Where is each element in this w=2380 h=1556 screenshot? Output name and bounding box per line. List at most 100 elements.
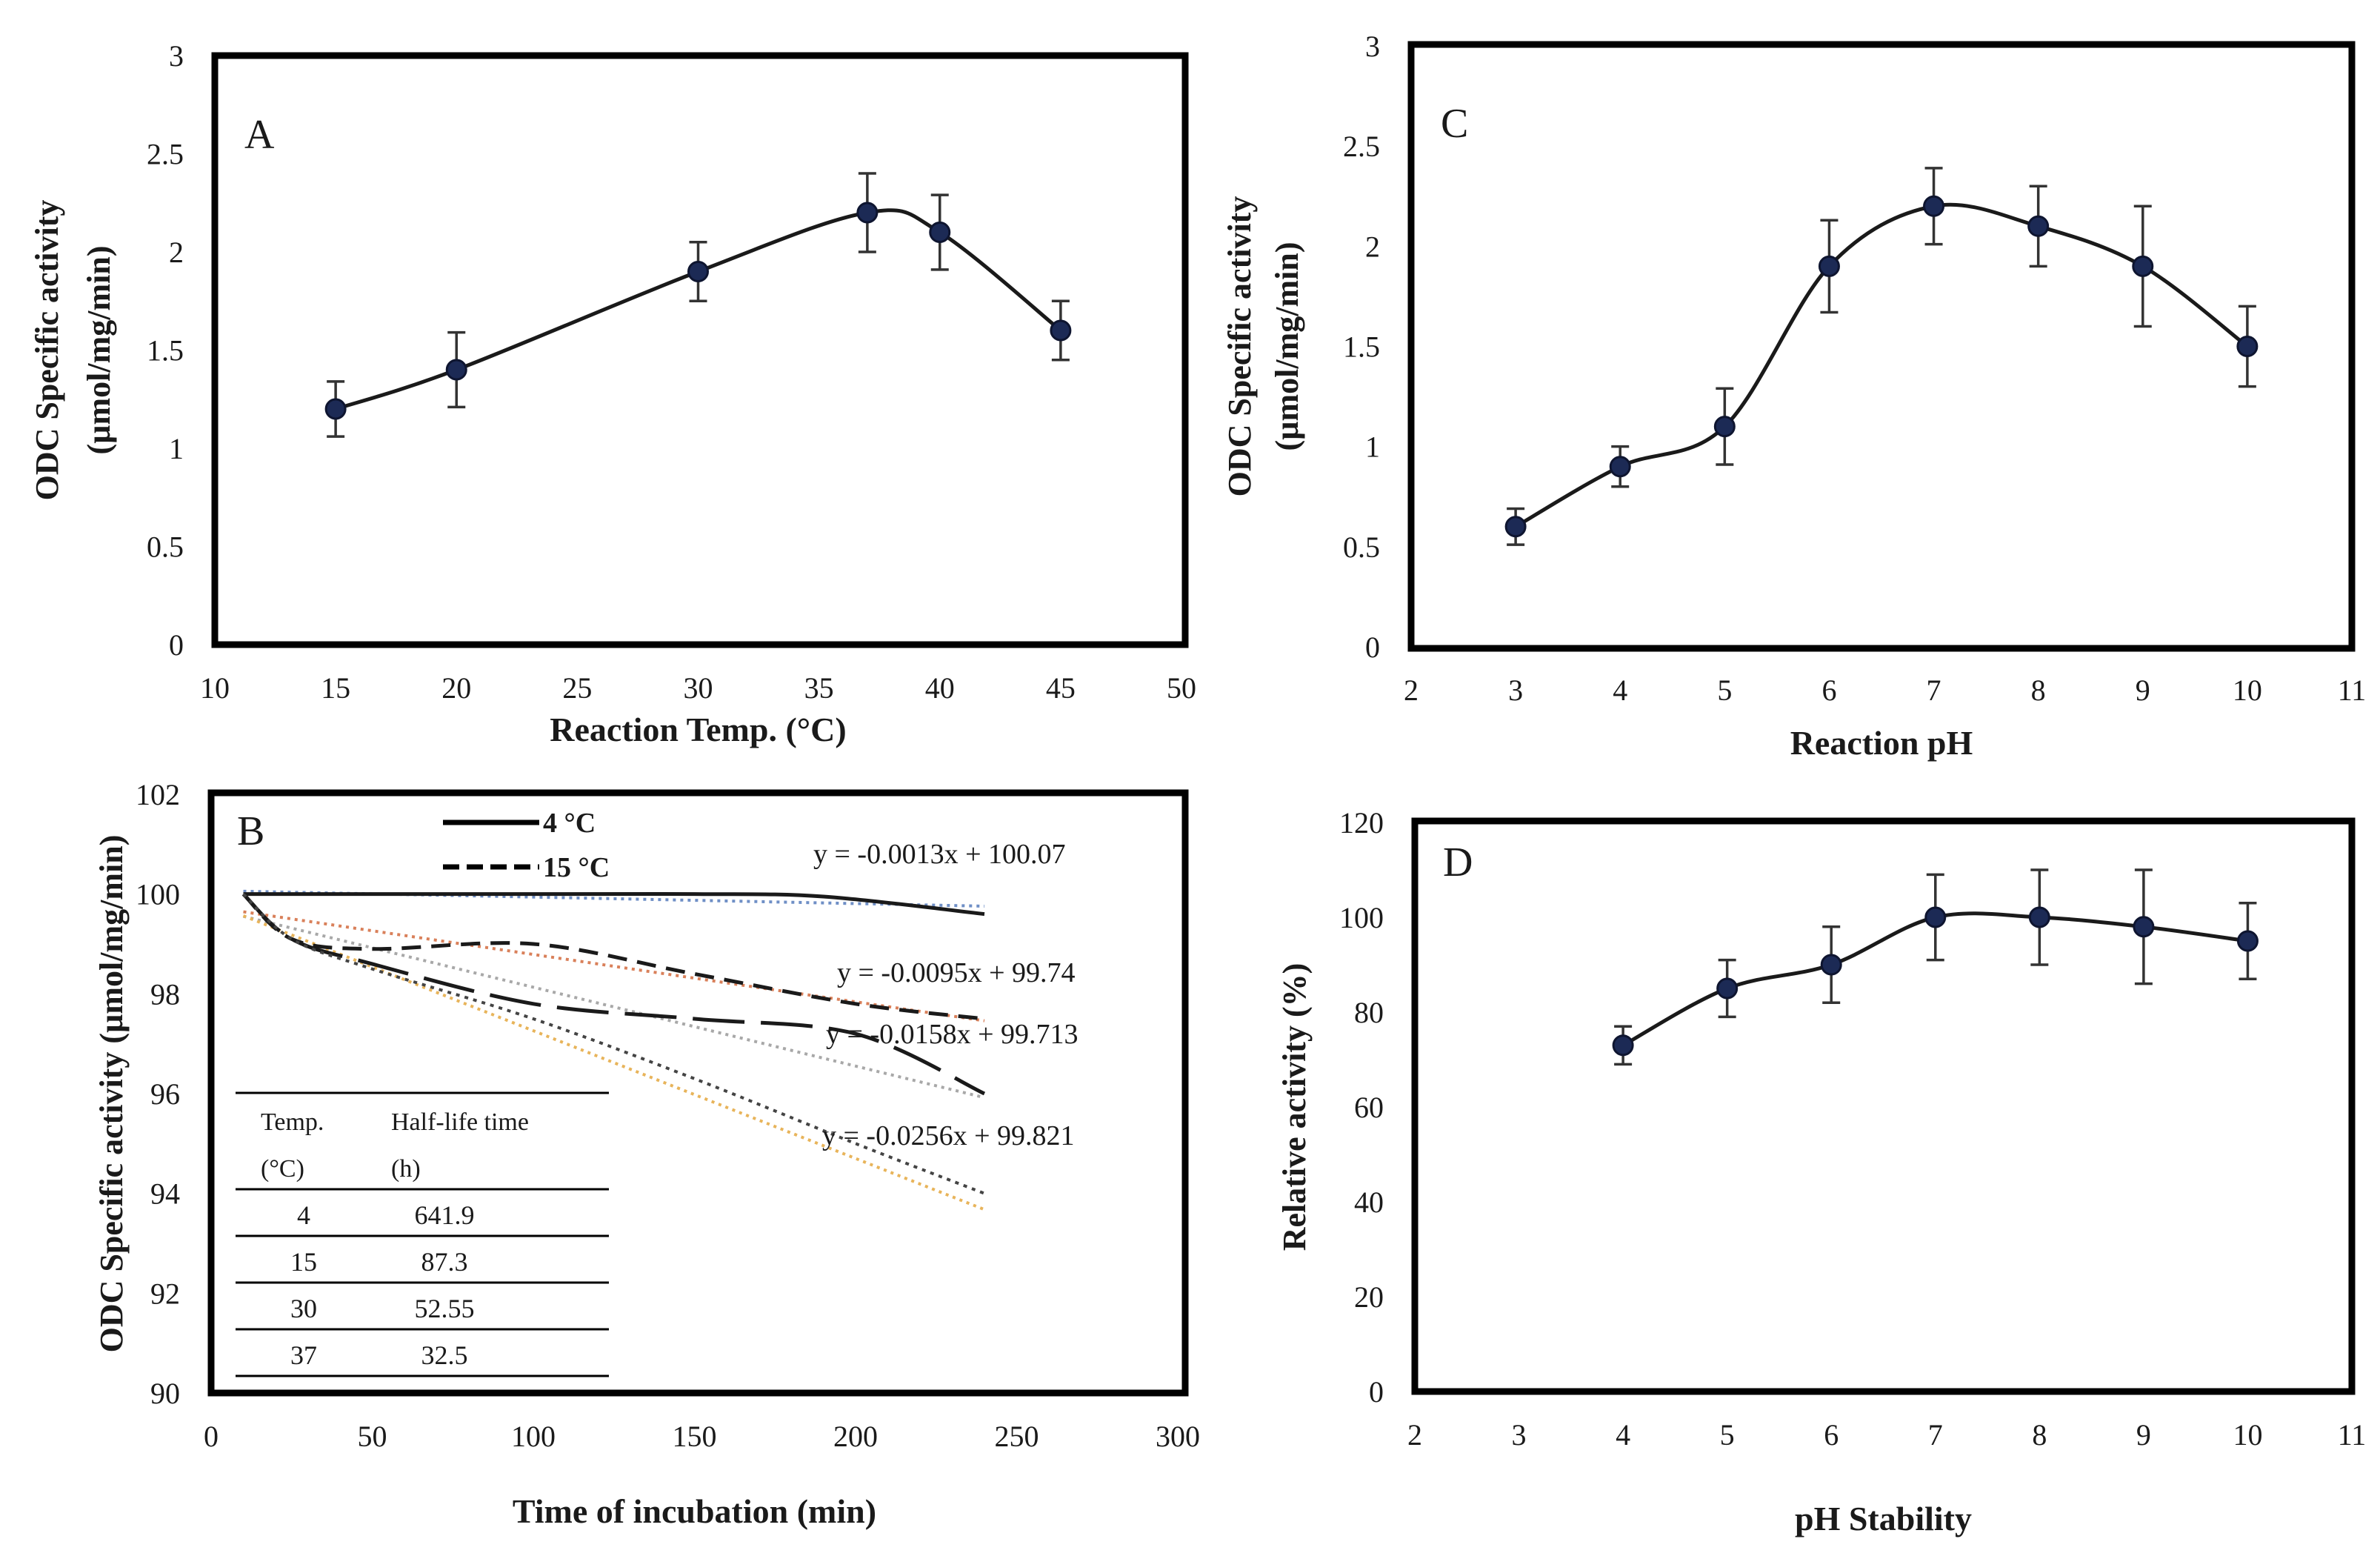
- x-axis-label: Time of incubation (min): [513, 1492, 876, 1530]
- legend-label: 4 °C: [543, 808, 596, 839]
- x-tick-label: 8: [2032, 1418, 2047, 1452]
- legend-label: 15 °C: [543, 852, 610, 883]
- table-header: Temp.: [261, 1108, 324, 1136]
- x-axis-label: Reaction pH: [1790, 724, 1973, 762]
- x-tick-label: 2: [1404, 674, 1419, 707]
- x-tick-label: 9: [2136, 1418, 2151, 1452]
- trendline: [243, 910, 985, 1023]
- x-tick-label: 0: [204, 1420, 219, 1453]
- x-tick-label: 3: [1508, 674, 1523, 707]
- y-tick-label: 2.5: [147, 138, 184, 171]
- y-tick-label: 1.5: [1343, 330, 1380, 364]
- trendline-equation: y = -0.0158x + 99.713: [826, 1019, 1079, 1050]
- y-tick-label: 0.5: [1343, 531, 1380, 564]
- data-point: [1818, 255, 1840, 277]
- data-point: [1716, 977, 1739, 1000]
- x-tick-label: 3: [1512, 1418, 1527, 1452]
- table-cell: 641.9: [415, 1200, 475, 1230]
- panel-B: 0 50 100 150 200 250 300 90 92 94 96 98 100 102 B Time …: [93, 778, 1200, 1530]
- y-tick-label: 1.5: [147, 334, 184, 368]
- y-tick-label: 60: [1354, 1091, 1384, 1124]
- half-life-table: Temp. (°C) Half-life time (h) 4 641.9 15 87.3 30…: [236, 1091, 609, 1377]
- y-tick-label: 20: [1354, 1280, 1384, 1314]
- x-tick-label: 40: [925, 671, 955, 705]
- y-tick-label: 2.5: [1343, 130, 1380, 163]
- table-cell: 37: [290, 1340, 317, 1370]
- data-point: [1612, 1034, 1634, 1057]
- x-tick-label: 30: [684, 671, 713, 705]
- table-cell: 4: [297, 1200, 310, 1230]
- data-point: [929, 222, 951, 243]
- x-tick-label: 4: [1616, 1418, 1630, 1452]
- trendline-equation: y = -0.0095x + 99.74: [837, 957, 1076, 988]
- data-point: [1820, 954, 1842, 976]
- data-point: [2236, 336, 2259, 357]
- y-tick-label: 98: [150, 977, 180, 1011]
- panel-D: 2 3 4 5 6 7 8 9 10 11 0 20 40 60 80 100 120 DpH Stability…: [1276, 806, 2366, 1537]
- panel-letter: C: [1441, 101, 1468, 147]
- y-axis-label: ODC Specific activity (µmol/mg/min): [93, 835, 130, 1353]
- data-point: [2236, 930, 2259, 952]
- series-line: [1514, 202, 2249, 528]
- x-tick-label: 2: [1407, 1418, 1422, 1452]
- series-line-30C: [241, 892, 986, 1096]
- table-header: (°C): [261, 1155, 304, 1183]
- x-tick-label: 100: [511, 1420, 556, 1453]
- x-tick-label: 200: [833, 1420, 878, 1453]
- y-axis-label: Relative activity (%): [1276, 963, 1313, 1251]
- data-point: [2028, 906, 2050, 928]
- y-tick-label: 3: [1365, 30, 1380, 63]
- table-cell: 52.55: [415, 1294, 475, 1323]
- x-tick-label: 35: [804, 671, 834, 705]
- trendline-equation: y = -0.0013x + 100.07: [813, 839, 1066, 870]
- y-tick-label: 120: [1339, 806, 1384, 839]
- x-tick-label: 5: [1717, 674, 1732, 707]
- x-tick-label: 20: [441, 671, 471, 705]
- y-tick-label: 2: [169, 236, 184, 269]
- panel-letter: B: [237, 808, 264, 854]
- y-tick-label: 92: [150, 1277, 180, 1310]
- trendline: [243, 889, 985, 908]
- data-point: [1713, 416, 1736, 438]
- y-tick-label: 0: [169, 628, 184, 662]
- y-tick-label: 96: [150, 1077, 180, 1111]
- x-tick-label: 10: [2233, 1418, 2262, 1452]
- y-tick-label: 1: [1365, 430, 1380, 464]
- x-tick-label: 11: [2338, 1418, 2367, 1452]
- data-point: [445, 359, 467, 381]
- panel-letter: A: [244, 112, 275, 158]
- y-tick-label: 100: [136, 878, 180, 911]
- data-point: [856, 202, 879, 224]
- trendline: [243, 914, 985, 1100]
- x-tick-label: 4: [1613, 674, 1627, 707]
- data-point: [2132, 255, 2154, 277]
- data-point: [687, 261, 709, 282]
- data-point: [1923, 195, 1945, 217]
- panel-frame: [1407, 41, 2356, 652]
- y-tick-label: 80: [1354, 996, 1384, 1029]
- trendline-equation: y = -0.0256x + 99.821: [822, 1120, 1075, 1151]
- series-line-4C: [243, 891, 985, 917]
- panel-C: 2 3 4 5 6 7 8 9 10 11 0 0.5 1 1.5 2 2.5 3 C Reaction pH ODC…: [1221, 30, 2366, 762]
- table-cell: 30: [290, 1294, 317, 1323]
- y-tick-label: 0: [1365, 631, 1380, 664]
- x-tick-label: 50: [358, 1420, 387, 1453]
- y-tick-label: 100: [1339, 901, 1384, 934]
- x-tick-label: 10: [2233, 674, 2262, 707]
- y-axis-label: ODC Specific activity: [1221, 196, 1258, 497]
- x-tick-label: 50: [1167, 671, 1196, 705]
- y-axis-label: (µmol/mg/min): [1269, 242, 1305, 451]
- data-point: [1924, 906, 1947, 928]
- y-axis-label: ODC Specific activity: [29, 200, 65, 501]
- y-tick-label: 40: [1354, 1186, 1384, 1219]
- table-cell: 32.5: [421, 1340, 468, 1370]
- panel-letter: D: [1443, 839, 1473, 885]
- x-tick-label: 5: [1720, 1418, 1735, 1452]
- y-tick-label: 1: [169, 432, 184, 465]
- series-line: [335, 208, 1062, 411]
- table-cell: 87.3: [421, 1247, 468, 1277]
- x-tick-label: 8: [2031, 674, 2046, 707]
- legend: 4 °C 15 °C: [443, 808, 610, 883]
- x-tick-label: 6: [1821, 674, 1836, 707]
- table-header: Half-life time: [391, 1108, 529, 1136]
